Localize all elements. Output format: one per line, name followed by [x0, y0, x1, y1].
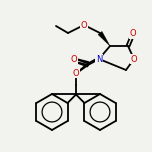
- Text: O: O: [131, 55, 137, 64]
- Text: O: O: [130, 29, 136, 38]
- Polygon shape: [98, 31, 110, 46]
- Text: O: O: [73, 69, 79, 78]
- Text: O: O: [71, 55, 77, 64]
- Text: N: N: [96, 55, 102, 64]
- Text: O: O: [81, 21, 87, 29]
